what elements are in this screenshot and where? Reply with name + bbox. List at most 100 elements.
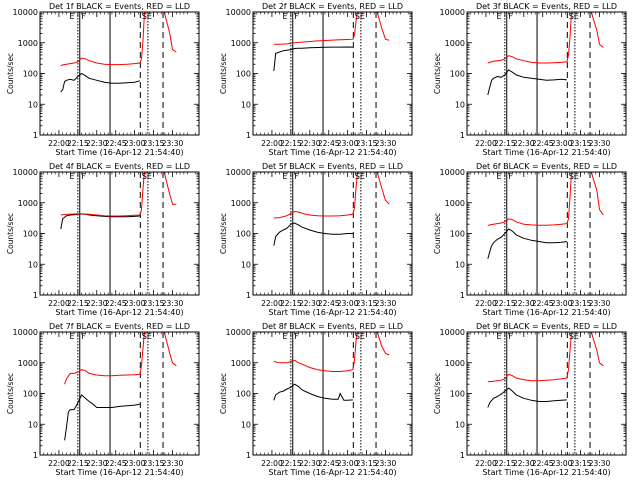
- marker-label: SE: [569, 332, 579, 341]
- x-tick-label: 23:00: [124, 139, 146, 148]
- marker-label: E: [497, 332, 502, 341]
- y-tick-label: 1000: [18, 39, 38, 48]
- panel-title: Det 9f BLACK = Events, RED = LLD: [476, 322, 617, 331]
- x-tick-label: 22:15: [67, 459, 89, 468]
- x-tick-label: 23:15: [570, 299, 592, 308]
- panel-title: Det 4f BLACK = Events, RED = LLD: [49, 162, 190, 171]
- x-tick-label: 22:45: [105, 299, 127, 308]
- marker-label: F: [81, 172, 86, 181]
- y-axis-label: Counts/sec: [219, 53, 228, 94]
- series-lld: [64, 332, 177, 385]
- y-tick-label: 1000: [445, 359, 465, 368]
- y-tick-label: 10: [455, 420, 465, 429]
- y-tick-label: 100: [236, 230, 251, 239]
- series-lld: [487, 12, 604, 64]
- series-events: [487, 387, 567, 408]
- series-events: [60, 72, 141, 93]
- y-tick-label: 10000: [440, 328, 465, 337]
- x-axis-label: Start Time (16-Apr-12 21:54:40): [268, 308, 396, 317]
- panel-title: Det 7f BLACK = Events, RED = LLD: [49, 322, 190, 331]
- y-tick-label: 1: [33, 451, 38, 460]
- y-tick-label: 1000: [18, 199, 38, 208]
- axes-frame: [466, 11, 627, 136]
- series-lld: [273, 172, 390, 219]
- x-tick-label: 23:15: [356, 139, 378, 148]
- plot-area: [487, 332, 604, 455]
- y-axis-label: Counts/sec: [6, 213, 15, 254]
- marker-label: E: [283, 12, 288, 21]
- x-tick-label: 22:30: [86, 299, 108, 308]
- y-tick-label: 100: [450, 70, 465, 79]
- x-tick-label: 22:45: [318, 139, 340, 148]
- x-tick-label: 22:30: [86, 139, 108, 148]
- x-axis-label: Start Time (16-Apr-12 21:54:40): [482, 468, 610, 477]
- y-tick-label: 100: [23, 70, 38, 79]
- panel-title: Det 1f BLACK = Events, RED = LLD: [49, 2, 190, 11]
- y-tick-label: 10: [28, 420, 38, 429]
- y-tick-label: 1: [246, 291, 251, 300]
- y-tick-label: 1000: [445, 39, 465, 48]
- x-tick-label: 22:00: [261, 299, 283, 308]
- x-tick-label: 23:30: [589, 459, 611, 468]
- marker-label: SE: [569, 12, 579, 21]
- x-tick-label: 23:00: [124, 459, 146, 468]
- y-tick-label: 100: [23, 390, 38, 399]
- x-tick-label: 22:45: [532, 459, 554, 468]
- marker-label: E: [70, 172, 75, 181]
- axes-frame: [39, 331, 200, 456]
- x-axis-label: Start Time (16-Apr-12 21:54:40): [55, 308, 183, 317]
- marker-label: E: [497, 172, 502, 181]
- x-axis-label: Start Time (16-Apr-12 21:54:40): [482, 308, 610, 317]
- x-tick-label: 22:00: [475, 139, 497, 148]
- x-tick-label: 23:15: [143, 139, 165, 148]
- panel-title: Det 6f BLACK = Events, RED = LLD: [476, 162, 617, 171]
- x-tick-label: 23:15: [570, 459, 592, 468]
- x-tick-label: 23:00: [337, 459, 359, 468]
- panel-title: Det 2f BLACK = Events, RED = LLD: [262, 2, 403, 11]
- y-tick-label: 1: [246, 451, 251, 460]
- x-tick-label: 23:15: [570, 139, 592, 148]
- y-tick-label: 10000: [226, 328, 251, 337]
- x-tick-label: 23:00: [337, 299, 359, 308]
- x-tick-label: 22:45: [532, 139, 554, 148]
- x-tick-label: 22:45: [318, 459, 340, 468]
- y-tick-label: 10: [241, 100, 251, 109]
- y-tick-label: 100: [23, 230, 38, 239]
- x-tick-label: 23:30: [375, 299, 397, 308]
- series-events: [64, 394, 140, 441]
- y-axis-label: Counts/sec: [219, 213, 228, 254]
- marker-label: F: [294, 12, 299, 21]
- y-tick-label: 100: [236, 390, 251, 399]
- marker-label: F: [508, 172, 513, 181]
- x-tick-label: 22:15: [494, 459, 516, 468]
- panel-title: Det 3f BLACK = Events, RED = LLD: [476, 2, 617, 11]
- plot-area: [487, 12, 604, 135]
- marker-label: F: [508, 332, 513, 341]
- plot-area: [60, 12, 177, 135]
- series-events: [60, 213, 140, 230]
- panel-title: Det 8f BLACK = Events, RED = LLD: [262, 322, 403, 331]
- plot-area: [273, 172, 390, 295]
- axes-frame: [252, 171, 413, 296]
- x-tick-label: 23:30: [589, 139, 611, 148]
- plot-area: [60, 172, 177, 295]
- axes-frame: [39, 11, 200, 136]
- marker-label: SE: [355, 172, 365, 181]
- marker-label: E: [497, 12, 502, 21]
- x-axis-label: Start Time (16-Apr-12 21:54:40): [268, 148, 396, 157]
- y-tick-label: 10: [28, 260, 38, 269]
- x-tick-label: 22:15: [67, 299, 89, 308]
- series-lld: [487, 332, 604, 383]
- x-tick-label: 22:15: [280, 459, 302, 468]
- marker-label: SE: [355, 12, 365, 21]
- y-tick-label: 10000: [226, 8, 251, 17]
- x-tick-label: 22:00: [475, 299, 497, 308]
- y-tick-label: 1: [460, 131, 465, 140]
- y-tick-label: 1000: [445, 199, 465, 208]
- series-events: [273, 222, 353, 246]
- marker-label: SE: [569, 172, 579, 181]
